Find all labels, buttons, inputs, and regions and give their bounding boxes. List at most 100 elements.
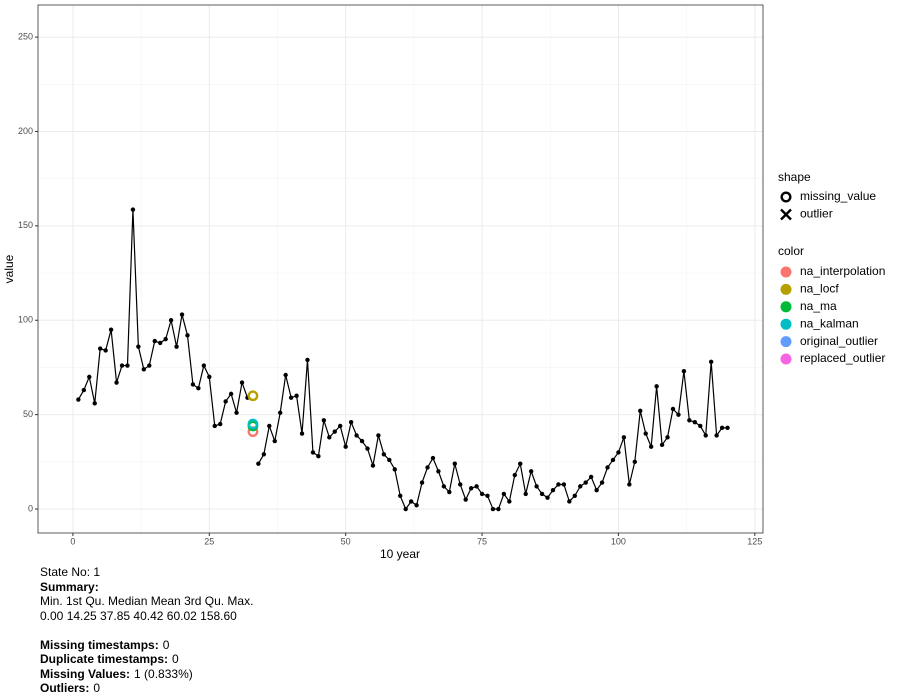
data-point	[583, 480, 588, 485]
data-point	[365, 446, 370, 451]
data-point	[141, 367, 147, 372]
data-point	[599, 480, 605, 485]
data-point	[572, 493, 577, 499]
data-point	[179, 312, 185, 317]
data-point	[725, 425, 730, 431]
data-point	[119, 363, 125, 368]
data-point	[638, 408, 643, 414]
x-tick-label: 125	[747, 536, 762, 546]
data-point	[256, 461, 261, 466]
summary-values: 0.00 14.25 37.85 40.42 60.02 158.60	[40, 608, 237, 623]
y-tick-label: 250	[18, 31, 33, 41]
y-tick-label: 150	[18, 220, 33, 230]
data-point	[501, 491, 507, 497]
data-point	[163, 336, 168, 342]
stat-row: Duplicate timestamps: 0	[40, 652, 253, 667]
data-point	[496, 506, 501, 512]
data-point	[81, 387, 87, 393]
data-point	[436, 469, 441, 474]
data-point	[299, 431, 305, 436]
data-point	[294, 393, 299, 398]
legend-label: na_locf	[800, 282, 839, 296]
y-axis-title: value	[2, 254, 16, 283]
legend-label: replaced_outlier	[800, 351, 885, 365]
data-point	[708, 359, 714, 364]
data-point	[327, 435, 332, 440]
y-tick-label: 200	[18, 126, 33, 136]
info-panel: State No: 1 Summary: Min. 1st Qu. Median…	[40, 565, 253, 696]
data-point	[681, 369, 687, 374]
data-point	[321, 418, 327, 423]
data-point	[316, 453, 321, 459]
data-point	[234, 410, 239, 415]
chart: value 10 year 0 50 100 150 200 250 0 25 50 75 100 1…	[2, 4, 885, 561]
data-point	[539, 491, 545, 497]
data-point	[430, 455, 436, 461]
data-point	[567, 499, 572, 504]
legend-label: na_kalman	[800, 316, 859, 330]
data-point	[152, 338, 157, 344]
data-point	[528, 469, 534, 474]
data-point	[174, 344, 179, 349]
data-point	[490, 506, 496, 512]
x-tick-label: 0	[70, 536, 75, 546]
data-point	[578, 484, 583, 489]
legend-label: na_ma	[800, 299, 837, 313]
data-point	[370, 463, 376, 468]
stat-label: Duplicate timestamps:	[40, 652, 169, 666]
data-point	[719, 425, 725, 431]
y-tick-label: 100	[18, 315, 33, 325]
data-point	[452, 461, 457, 466]
data-point	[136, 344, 141, 349]
data-point	[108, 327, 114, 332]
data-point	[425, 465, 430, 470]
stat-value: 0	[162, 637, 170, 652]
legend-key	[780, 266, 792, 278]
data-point	[643, 431, 648, 436]
data-point	[463, 497, 468, 502]
data-point	[125, 363, 130, 368]
stat-label: Missing timestamps:	[40, 637, 159, 652]
legend-title: color	[778, 244, 804, 258]
data-point	[687, 418, 692, 423]
stat-row: Missing timestamps: 0	[40, 638, 253, 653]
legend-key	[780, 336, 792, 348]
data-point	[196, 386, 201, 391]
data-point	[223, 399, 228, 404]
data-point	[605, 465, 610, 470]
data-point	[654, 384, 659, 389]
data-point	[157, 340, 163, 346]
data-point	[468, 486, 474, 491]
legend-label: na_interpolation	[800, 264, 885, 278]
data-point	[338, 423, 343, 429]
x-tick-label: 75	[477, 536, 487, 546]
data-point	[387, 457, 392, 463]
data-point	[354, 433, 359, 438]
data-point	[288, 395, 294, 400]
data-point	[343, 444, 348, 449]
data-point	[239, 380, 245, 385]
data-point	[474, 484, 479, 489]
legend-key	[780, 318, 792, 330]
data-point	[310, 450, 316, 455]
data-point	[665, 435, 670, 440]
legend-key	[780, 191, 792, 203]
stats: Missing timestamps: 0 Duplicate timestamps…	[40, 638, 253, 696]
stat-row: Outliers: 0	[40, 681, 253, 696]
data-point	[594, 487, 599, 493]
data-point	[627, 482, 632, 487]
y-tick-label: 50	[23, 409, 33, 419]
summary-header: Min. 1st Qu. Median Mean 3rd Qu. Max.	[40, 594, 254, 608]
x-tick-label: 50	[341, 536, 351, 546]
data-point	[534, 484, 539, 489]
legend-key	[780, 283, 792, 295]
data-point	[185, 333, 190, 338]
legend-title: shape	[778, 170, 811, 184]
data-point	[550, 487, 556, 493]
data-point	[621, 435, 627, 440]
data-point	[403, 506, 408, 512]
data-point	[305, 357, 310, 363]
data-point	[610, 457, 616, 463]
stat-label: Missing Values:	[40, 666, 131, 681]
data-point	[512, 472, 517, 478]
